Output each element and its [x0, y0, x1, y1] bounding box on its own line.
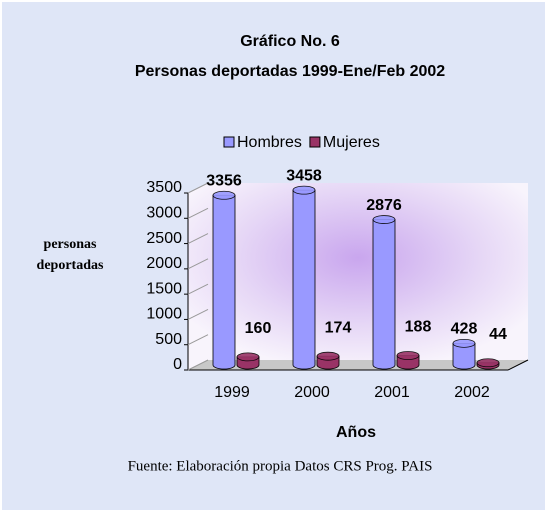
grid-line — [187, 283, 209, 295]
y-tick-label: 2500 — [146, 230, 182, 247]
x-tick-label: 2001 — [374, 384, 410, 401]
floor — [188, 360, 528, 370]
x-axis-depth — [507, 359, 529, 371]
plot-wall — [188, 183, 528, 370]
bar-top — [212, 190, 236, 200]
y-tick-label: 2000 — [146, 255, 182, 272]
bar-top — [292, 185, 316, 195]
grid-line — [187, 359, 209, 371]
x-axis-label: Años — [336, 424, 376, 441]
y-tick-label: 500 — [155, 331, 182, 348]
bar-top — [372, 215, 396, 224]
bar-top — [476, 358, 500, 368]
data-label: 428 — [451, 321, 478, 338]
bar — [292, 189, 316, 370]
chart-subtitle: Personas deportadas 1999-Ene/Feb 2002 — [135, 63, 445, 80]
data-label: 160 — [245, 320, 272, 337]
legend-label: Mujeres — [323, 134, 380, 151]
bar — [212, 194, 236, 370]
data-label: 3356 — [206, 173, 242, 190]
x-tick-label: 2000 — [294, 384, 330, 401]
y-tick-label: 3000 — [146, 205, 182, 222]
legend-swatch — [309, 136, 321, 148]
data-label: 3458 — [286, 167, 322, 184]
grid-line — [187, 334, 209, 346]
grid-line — [187, 258, 209, 270]
bar — [372, 219, 396, 370]
source: Fuente: Elaboración propia Datos CRS Pro… — [128, 458, 433, 474]
grid-line — [187, 182, 209, 194]
grid-line — [187, 233, 209, 245]
bar-top — [452, 338, 476, 348]
y-axis-label: personas deportadas — [36, 237, 104, 273]
y-tick-label: 3500 — [146, 179, 182, 196]
chart-title: Gráfico No. 6 — [240, 33, 340, 50]
x-tick-label: 1999 — [214, 384, 250, 401]
bar-top — [316, 351, 340, 361]
legend-swatch — [223, 136, 235, 148]
y-tick-label: 1000 — [146, 306, 182, 323]
bar-top — [236, 352, 260, 362]
bar-top — [396, 351, 420, 360]
data-label: 174 — [325, 319, 352, 336]
data-label: 188 — [405, 319, 432, 336]
y-tick-label: 1500 — [146, 280, 182, 297]
data-label: 2876 — [366, 197, 402, 214]
bar — [452, 342, 476, 370]
grid-line — [187, 207, 209, 219]
grid-line — [187, 308, 209, 320]
y-tick-label: 0 — [173, 356, 182, 373]
legend-label: Hombres — [237, 134, 302, 151]
data-label: 44 — [489, 326, 507, 343]
x-tick-label: 2002 — [454, 384, 490, 401]
